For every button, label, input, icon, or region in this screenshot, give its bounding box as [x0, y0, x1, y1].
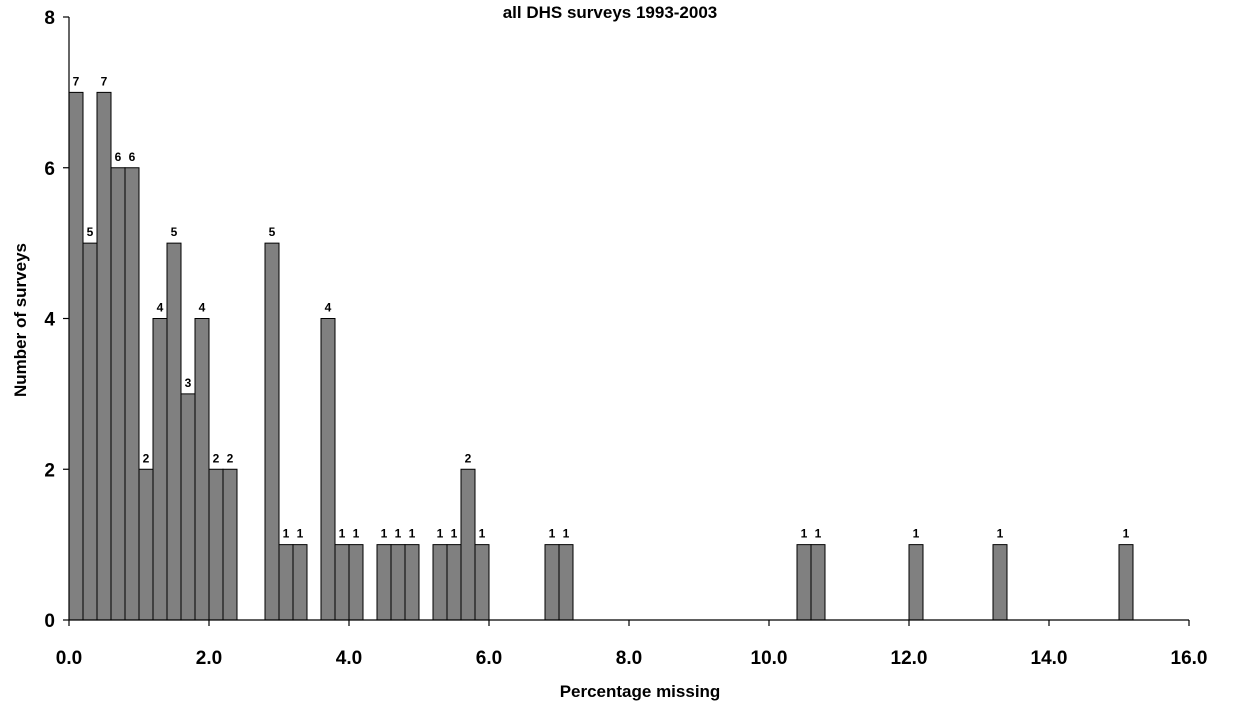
bar-4: [124, 167, 140, 621]
x-tick-label-8: 16.0: [1171, 648, 1208, 669]
bar-29: [908, 544, 924, 621]
bar-23: [460, 468, 476, 621]
y-ticks-layer: 0 2 4 6 8: [44, 8, 69, 632]
data-label-30: 1: [997, 527, 1004, 541]
data-label-4: 6: [129, 150, 136, 164]
bar-3: [110, 167, 126, 621]
data-label-12: 5: [269, 225, 276, 239]
bar-5: [138, 468, 154, 621]
bar-27: [796, 544, 812, 621]
bar-17: [348, 544, 364, 621]
data-label-18: 1: [381, 527, 388, 541]
bar-22: [446, 544, 462, 621]
data-label-9: 4: [199, 301, 206, 315]
x-tick-label-1: 2.0: [196, 648, 222, 669]
bar-0: [68, 91, 84, 621]
x-ticks-layer: 0.0 2.0 4.0 6.0 8.0 10.0 12.0 14.0 16.0: [56, 620, 1208, 669]
data-label-19: 1: [395, 527, 402, 541]
y-tick-label-2: 4: [44, 310, 55, 331]
bar-6: [152, 318, 168, 621]
bar-21: [432, 544, 448, 621]
bar-31: [1118, 544, 1134, 621]
bar-30: [992, 544, 1008, 621]
data-label-26: 1: [563, 527, 570, 541]
y-tick-label-4: 8: [44, 8, 55, 29]
data-label-20: 1: [409, 527, 416, 541]
bars-layer: [68, 91, 1134, 621]
bar-20: [404, 544, 420, 621]
bar-19: [390, 544, 406, 621]
data-label-17: 1: [353, 527, 360, 541]
data-label-14: 1: [297, 527, 304, 541]
bar-12: [264, 242, 280, 621]
data-label-7: 5: [171, 225, 178, 239]
x-tick-label-4: 8.0: [616, 648, 642, 669]
bar-26: [558, 544, 574, 621]
bar-9: [194, 318, 210, 621]
bar-25: [544, 544, 560, 621]
x-tick-label-5: 10.0: [751, 648, 788, 669]
y-tick-label-0: 0: [44, 611, 55, 632]
data-label-27: 1: [801, 527, 808, 541]
data-label-13: 1: [283, 527, 290, 541]
x-tick-label-2: 4.0: [336, 648, 362, 669]
data-label-15: 4: [325, 301, 332, 315]
bar-15: [320, 318, 336, 621]
bar-16: [334, 544, 350, 621]
y-axis-label: Number of surveys: [11, 243, 30, 397]
bar-11: [222, 468, 238, 621]
bar-28: [810, 544, 826, 621]
data-label-3: 6: [115, 150, 122, 164]
bar-13: [278, 544, 294, 621]
bar-10: [208, 468, 224, 621]
y-tick-label-3: 6: [44, 159, 55, 180]
bar-1: [82, 242, 98, 621]
data-label-21: 1: [437, 527, 444, 541]
data-label-24: 1: [479, 527, 486, 541]
bar-18: [376, 544, 392, 621]
x-axis-label: Percentage missing: [560, 682, 721, 701]
data-label-10: 2: [213, 451, 220, 465]
bar-24: [474, 544, 490, 621]
data-label-11: 2: [227, 451, 234, 465]
data-label-31: 1: [1123, 527, 1130, 541]
data-label-5: 2: [143, 451, 150, 465]
data-label-0: 7: [73, 74, 80, 88]
bar-14: [292, 544, 308, 621]
data-label-16: 1: [339, 527, 346, 541]
bar-7: [166, 242, 182, 621]
data-label-22: 1: [451, 527, 458, 541]
bar-8: [180, 393, 196, 621]
data-label-8: 3: [185, 376, 192, 390]
data-label-25: 1: [549, 527, 556, 541]
x-tick-label-6: 12.0: [891, 648, 928, 669]
data-label-29: 1: [913, 527, 920, 541]
x-tick-label-7: 14.0: [1031, 648, 1068, 669]
data-label-6: 4: [157, 301, 164, 315]
bar-2: [96, 91, 112, 621]
data-label-2: 7: [101, 74, 108, 88]
data-label-28: 1: [815, 527, 822, 541]
x-tick-label-3: 6.0: [476, 648, 502, 669]
data-label-1: 5: [87, 225, 94, 239]
y-tick-label-1: 2: [44, 460, 55, 481]
data-label-23: 2: [465, 451, 472, 465]
chart-title: all DHS surveys 1993-2003: [503, 3, 718, 22]
x-tick-label-0: 0.0: [56, 648, 82, 669]
